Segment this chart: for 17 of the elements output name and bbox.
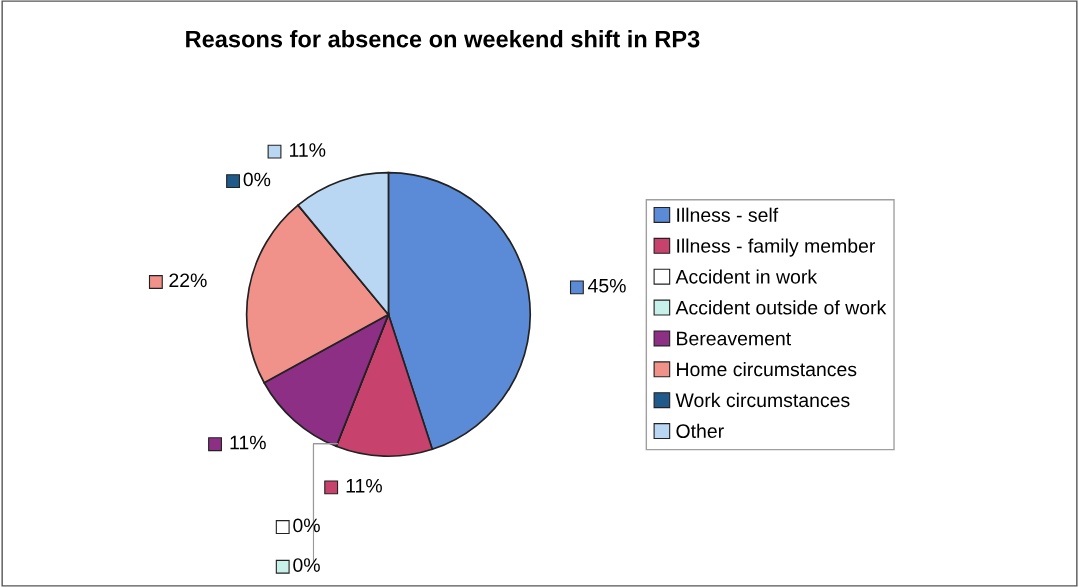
- legend-label: Other: [676, 423, 724, 439]
- chart-title: Reasons for absence on weekend shift in RP3: [186, 30, 700, 48]
- data-label: 22%: [169, 273, 207, 288]
- text: 0%: [293, 558, 320, 572]
- legend-label: Illness - self: [677, 207, 779, 222]
- data-label: 11%: [289, 143, 326, 157]
- text: 0%: [243, 172, 271, 187]
- data-label: 11%: [230, 435, 266, 450]
- legend-label: Bereavement: [677, 331, 792, 346]
- legend-label: Accident in work: [675, 269, 818, 284]
- legend-label: Home circumstances: [677, 361, 857, 377]
- data-label: 11%: [346, 478, 382, 493]
- text: 0%: [293, 518, 320, 533]
- legend-label: Work circumstances: [675, 392, 850, 408]
- legend-label: Illness - family member: [677, 238, 876, 257]
- data-label: 45%: [587, 278, 626, 293]
- legend-label: Accident outside of work: [675, 300, 887, 315]
